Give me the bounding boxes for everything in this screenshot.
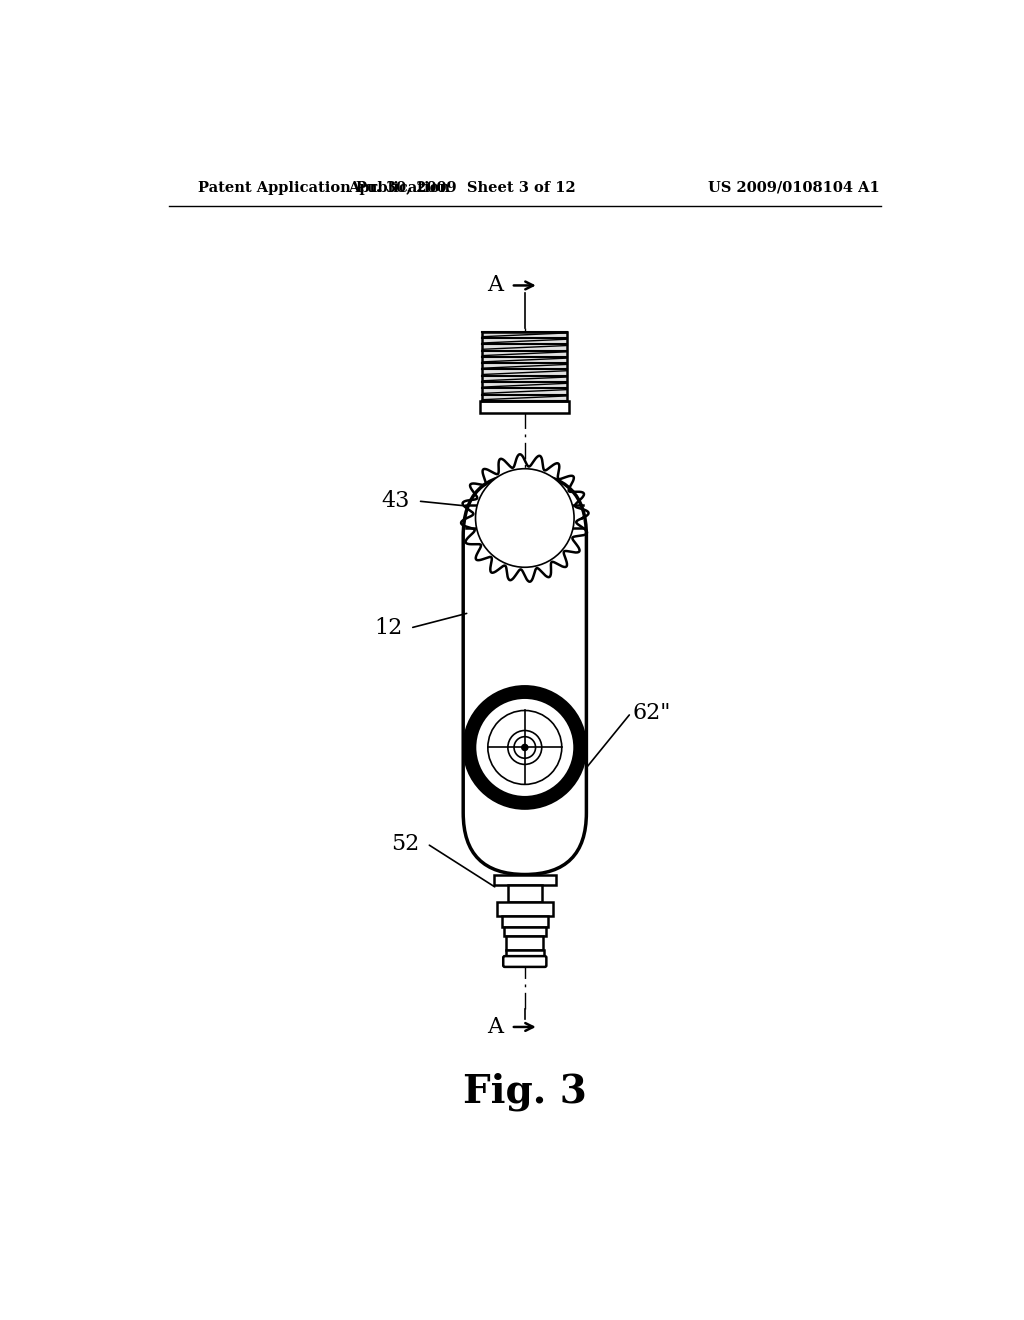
Bar: [508, 886, 542, 903]
Circle shape: [487, 710, 562, 784]
Bar: [497, 903, 553, 916]
Bar: [506, 950, 544, 958]
FancyBboxPatch shape: [463, 474, 587, 875]
Circle shape: [475, 469, 574, 568]
Circle shape: [508, 730, 542, 764]
FancyBboxPatch shape: [503, 956, 547, 966]
Circle shape: [514, 737, 536, 758]
Text: Apr. 30, 2009  Sheet 3 of 12: Apr. 30, 2009 Sheet 3 of 12: [348, 181, 575, 194]
Circle shape: [521, 744, 528, 751]
Bar: [502, 916, 548, 927]
Text: A: A: [487, 1016, 503, 1038]
Bar: [482, 331, 567, 401]
Text: 12: 12: [374, 618, 402, 639]
Circle shape: [469, 692, 581, 803]
Text: A: A: [487, 275, 503, 297]
FancyBboxPatch shape: [518, 726, 531, 735]
Bar: [480, 401, 569, 412]
Text: 43: 43: [382, 490, 410, 512]
Bar: [506, 936, 544, 950]
Text: 52: 52: [391, 833, 419, 855]
Bar: [494, 875, 556, 886]
Text: US 2009/0108104 A1: US 2009/0108104 A1: [708, 181, 880, 194]
Text: Fig. 3: Fig. 3: [463, 1072, 587, 1111]
Text: Patent Application Publication: Patent Application Publication: [199, 181, 451, 194]
Text: 62": 62": [633, 702, 671, 723]
Bar: [504, 927, 546, 936]
